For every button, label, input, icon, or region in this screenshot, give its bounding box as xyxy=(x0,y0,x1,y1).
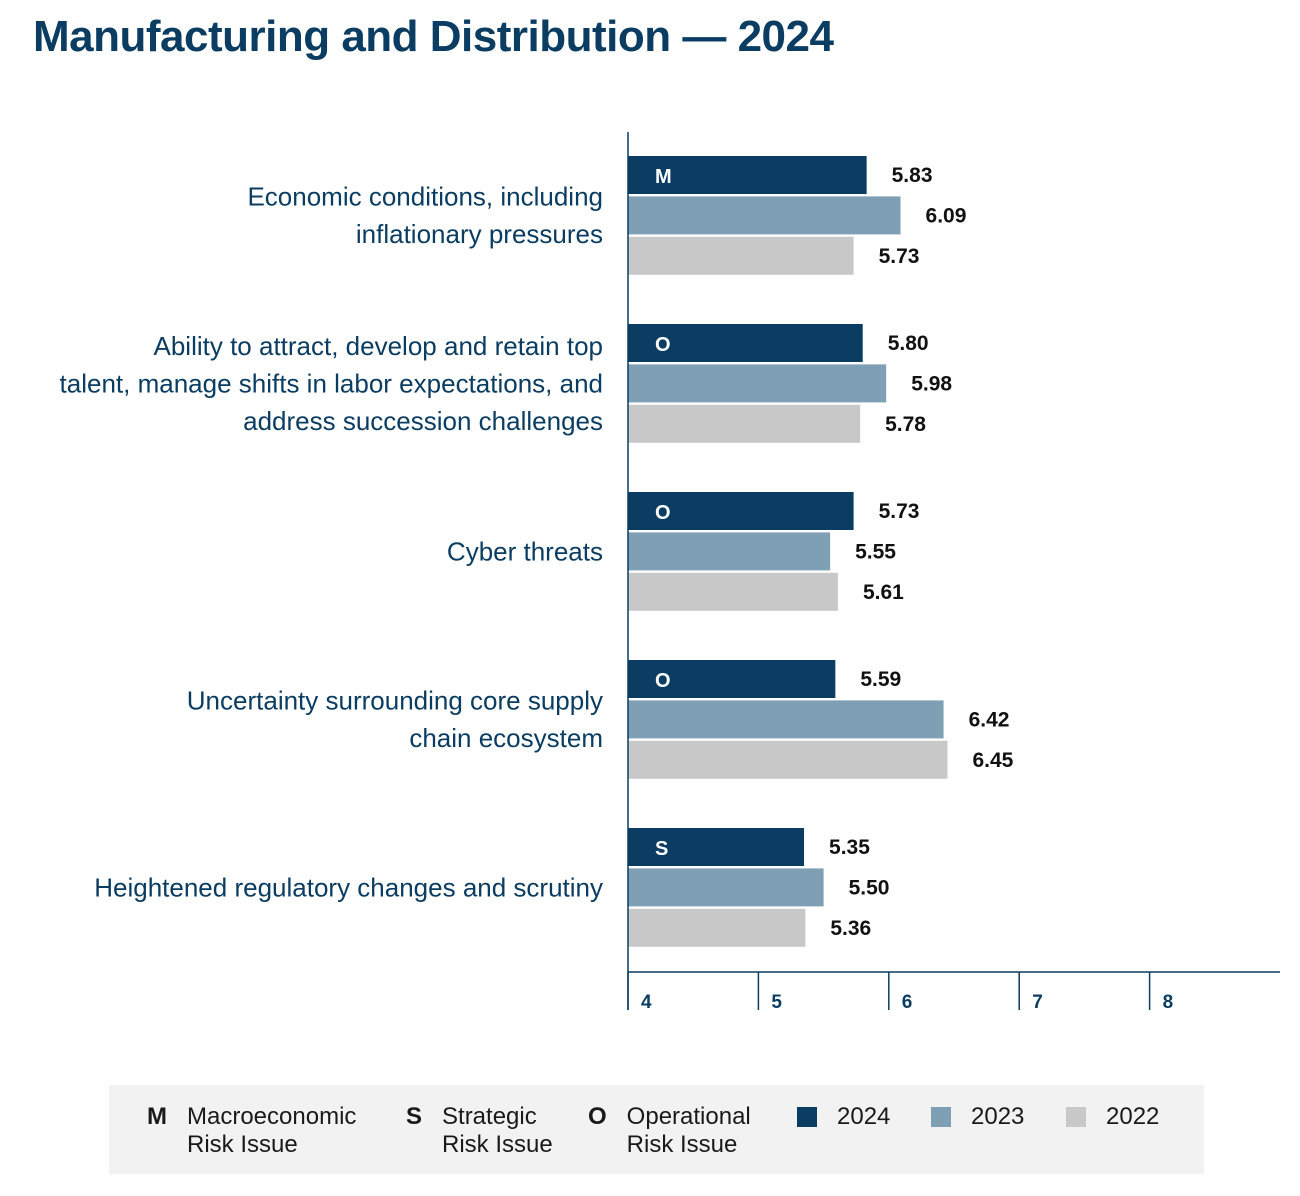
legend-code-o: O Operational Risk Issue xyxy=(588,1103,751,1159)
data-label-2024: 5.80 xyxy=(888,332,929,355)
data-label-2022: 5.36 xyxy=(830,917,871,940)
data-label-2022: 6.45 xyxy=(972,749,1013,772)
bar-2022 xyxy=(628,740,948,779)
bar-2023 xyxy=(628,196,901,235)
category-label: Uncertainty surrounding core supply chain… xyxy=(187,686,603,754)
legend-code-letter: S xyxy=(406,1103,423,1130)
category-label-line: address succession challenges xyxy=(243,406,603,436)
legend-year-label: 2022 xyxy=(1106,1103,1160,1130)
category-label-line: chain ecosystem xyxy=(409,723,603,753)
data-label-2022: 5.78 xyxy=(885,413,926,436)
legend-year-2024: 2024 xyxy=(797,1103,890,1131)
legend-code-text: Operational Risk Issue xyxy=(626,1103,751,1158)
category-label-line: Uncertainty surrounding core supply xyxy=(187,686,603,716)
x-tick-label: 4 xyxy=(641,992,652,1013)
legend-swatch-2024 xyxy=(797,1107,817,1127)
bar-2022 xyxy=(628,236,854,275)
bar-2024 xyxy=(628,324,863,362)
data-label-2023: 5.50 xyxy=(849,876,890,899)
legend-year-2022: 2022 xyxy=(1066,1103,1159,1131)
bar-2023 xyxy=(628,868,824,907)
legend-swatch-2023 xyxy=(931,1107,951,1127)
category-label: Cyber threats xyxy=(447,536,603,566)
bar-2022 xyxy=(628,572,838,611)
bar-chart: Economic conditions, including inflationa… xyxy=(60,132,1280,1013)
x-tick-label: 8 xyxy=(1163,992,1174,1013)
bar-2024 xyxy=(628,492,854,530)
x-tick-label: 7 xyxy=(1032,992,1043,1013)
risk-code-badge: O xyxy=(655,670,671,692)
category-label-line: Heightened regulatory changes and scruti… xyxy=(94,872,603,902)
legend-code-text: Macroeconomic Risk Issue xyxy=(187,1103,357,1158)
x-tick-label: 5 xyxy=(771,992,782,1013)
bar-2024 xyxy=(628,660,836,698)
category-label: Economic conditions, including inflationa… xyxy=(247,182,603,250)
category-label-line: talent, manage shifts in labor expectati… xyxy=(60,368,603,398)
legend-code-letter: M xyxy=(147,1103,167,1130)
data-label-2022: 5.61 xyxy=(863,581,904,604)
category-label-line: inflationary pressures xyxy=(356,219,603,249)
bar-2023 xyxy=(628,364,887,403)
legend: M Macroeconomic Risk Issue S Strategic R… xyxy=(109,1085,1204,1174)
data-label-2024: 5.73 xyxy=(879,500,920,523)
legend-year-label: 2023 xyxy=(971,1103,1025,1130)
risk-code-badge: O xyxy=(655,502,671,524)
category-label-line: Ability to attract, develop and retain t… xyxy=(154,331,604,361)
bar-2023 xyxy=(628,532,831,571)
legend-swatch-2022 xyxy=(1066,1107,1086,1127)
data-label-2024: 5.59 xyxy=(860,668,901,691)
bar-2022 xyxy=(628,908,806,947)
category-label-line: Economic conditions, including xyxy=(247,182,603,212)
category-label: Heightened regulatory changes and scruti… xyxy=(94,872,603,902)
risk-code-badge: O xyxy=(655,334,671,356)
risk-code-badge: S xyxy=(655,838,668,860)
chart-title: Manufacturing and Distribution — 2024 xyxy=(33,12,834,61)
legend-code-text: Strategic Risk Issue xyxy=(442,1103,553,1158)
data-label-2023: 6.09 xyxy=(926,204,967,227)
legend-code-letter: O xyxy=(588,1103,607,1130)
bar-2024 xyxy=(628,828,805,866)
bar-2022 xyxy=(628,404,861,443)
category-label-line: Cyber threats xyxy=(447,536,603,566)
data-label-2024: 5.35 xyxy=(829,836,870,859)
x-tick-label: 6 xyxy=(902,992,913,1013)
data-label-2023: 5.98 xyxy=(911,372,952,395)
bar-2023 xyxy=(628,700,944,739)
data-label-2023: 5.55 xyxy=(855,540,896,563)
legend-year-label: 2024 xyxy=(837,1103,891,1130)
risk-code-badge: M xyxy=(655,166,672,188)
legend-code-s: S Strategic Risk Issue xyxy=(406,1103,553,1159)
legend-year-2023: 2023 xyxy=(931,1103,1024,1131)
category-label: Ability to attract, develop and retain t… xyxy=(60,331,603,436)
data-label-2023: 6.42 xyxy=(969,708,1010,731)
data-label-2022: 5.73 xyxy=(879,245,920,268)
legend-code-m: M Macroeconomic Risk Issue xyxy=(147,1103,356,1159)
bar-2024 xyxy=(628,156,867,194)
data-label-2024: 5.83 xyxy=(892,164,933,187)
